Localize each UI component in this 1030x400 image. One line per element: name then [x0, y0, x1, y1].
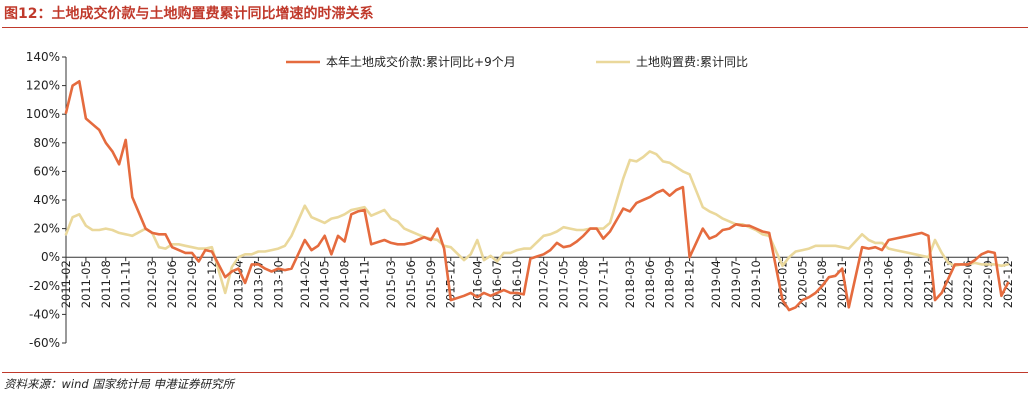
x-tick-label: 2022-06 — [961, 260, 975, 308]
x-tick-label: 2020-05 — [795, 260, 809, 308]
x-tick-label: 2017-02 — [537, 260, 551, 308]
series-line-0 — [64, 79, 1010, 312]
x-tick-label: 2021-03 — [862, 260, 876, 308]
x-tick-label: 2012-06 — [165, 260, 179, 308]
legend-label-1: 土地购置费:累计同比 — [636, 54, 748, 69]
x-tick-label: 2019-07 — [729, 260, 743, 308]
y-tick-label: 20% — [33, 222, 60, 236]
y-tick-label: 60% — [33, 164, 60, 178]
y-tick-label: 140% — [26, 50, 60, 64]
x-tick-label: 2021-09 — [901, 260, 915, 308]
x-axis: 2011-02 2011-05 2011-08 2011-11 2012-03 2012-… — [59, 256, 1015, 308]
y-tick-label: 40% — [33, 193, 60, 207]
x-tick-label: 2018-09 — [663, 260, 677, 308]
series-line-1 — [64, 150, 1010, 295]
x-tick-label: 2011-05 — [79, 260, 93, 308]
x-tick-label: 2015-03 — [384, 260, 398, 308]
x-tick-label: 2017-05 — [557, 260, 571, 308]
x-tick-label: 2013-04 — [231, 260, 245, 308]
x-tick-label: 2022-09 — [981, 260, 995, 308]
x-tick-label: 2012-03 — [145, 260, 159, 308]
x-tick-label: 2018-03 — [623, 260, 637, 308]
x-tick-label: 2014-05 — [318, 260, 332, 308]
y-tick-label: 0% — [41, 250, 60, 264]
x-tick-label: 2018-12 — [683, 260, 697, 308]
y-tick-label: -40% — [29, 307, 60, 321]
x-tick-label: 2011-08 — [99, 260, 113, 308]
legend: 本年土地成交价款:累计同比+9个月 土地购置费:累计同比 — [286, 54, 748, 69]
x-tick-label: 2014-11 — [358, 260, 372, 308]
x-tick-label: 2016-10 — [510, 260, 524, 308]
x-tick-label: 2020-02 — [775, 260, 789, 308]
x-tick-label: 2019-04 — [709, 260, 723, 308]
source-note: 资料来源：wind 国家统计局 申港证券研究所 — [4, 377, 234, 391]
y-tick-label: -60% — [29, 336, 60, 350]
series-layer — [64, 79, 1010, 312]
x-tick-label: 2018-06 — [643, 260, 657, 308]
title-divider — [2, 27, 1028, 28]
x-tick-label: 2011-11 — [119, 260, 133, 308]
x-tick-label: 2019-10 — [749, 260, 763, 308]
x-tick-label: 2021-06 — [882, 260, 896, 308]
x-tick-label: 2015-06 — [404, 260, 418, 308]
x-tick-label: 2015-09 — [424, 260, 438, 308]
y-tick-label: 120% — [26, 79, 60, 93]
y-axis: -60% -40% -20% 0% 20% 40% 60% 80% 100% 120% 140% — [26, 50, 67, 350]
x-tick-label: 2012-09 — [185, 260, 199, 308]
y-tick-label: 80% — [33, 136, 60, 150]
chart-title: 图12：土地成交价款与土地购置费累计同比增速的时滞关系 — [4, 6, 374, 22]
x-tick-label: 2017-08 — [576, 260, 590, 308]
legend-label-0: 本年土地成交价款:累计同比+9个月 — [326, 54, 516, 69]
y-tick-label: 100% — [26, 107, 60, 121]
x-tick-label: 2014-02 — [298, 260, 312, 308]
x-tick-label: 2017-11 — [596, 260, 610, 308]
x-tick-label: 2012-12 — [205, 260, 219, 308]
x-tick-label: 2011-02 — [59, 260, 73, 308]
x-tick-label: 2016-07 — [490, 260, 504, 308]
x-tick-label: 2016-04 — [470, 260, 484, 308]
x-tick-label: 2013-07 — [251, 260, 265, 308]
line-chart: -60% -40% -20% 0% 20% 40% 60% 80% 100% 120% 140% 2… — [26, 50, 1015, 350]
x-tick-label: 2014-08 — [338, 260, 352, 308]
footer-divider — [2, 372, 1028, 373]
y-tick-label: -20% — [29, 279, 60, 293]
x-tick-label: 2013-10 — [271, 260, 285, 308]
